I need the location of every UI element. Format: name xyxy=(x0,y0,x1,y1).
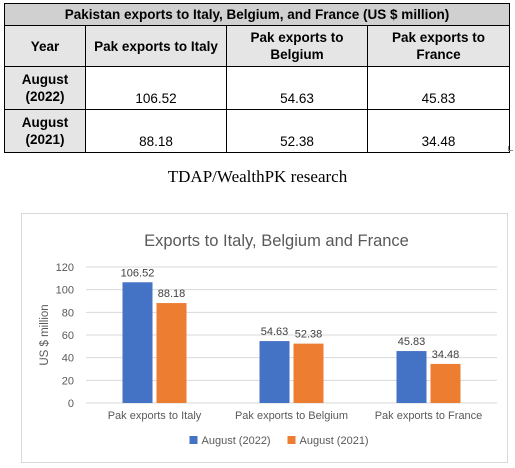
table-title: Pakistan exports to Italy, Belgium, and … xyxy=(3,3,511,26)
bar xyxy=(293,343,324,403)
x-tick-label: Pak exports to Italy xyxy=(108,410,202,422)
y-axis-label: US $ million xyxy=(39,304,51,365)
legend-swatch xyxy=(189,436,198,444)
bar xyxy=(122,282,153,403)
bar-chart: Exports to Italy, Belgium and France 0 20 4… xyxy=(39,232,497,447)
cell-france: 34.48 xyxy=(366,109,511,153)
data-label: 54.63 xyxy=(261,326,289,338)
y-tick-label: 80 xyxy=(62,307,74,319)
y-tick-label: 40 xyxy=(62,353,74,365)
cell-italy: 88.18 xyxy=(85,109,227,153)
y-tick-label: 0 xyxy=(68,398,74,410)
cell-belgium: 54.63 xyxy=(226,66,368,110)
cell-italy: 106.52 xyxy=(85,66,227,110)
header-italy: Pak exports to Italy xyxy=(85,25,227,67)
bar xyxy=(396,351,427,403)
y-tick-label: 60 xyxy=(62,330,74,342)
row-year: August (2022) xyxy=(4,66,86,110)
data-label: 106.52 xyxy=(121,267,155,279)
data-label: 52.38 xyxy=(295,329,323,341)
y-tick-label: 20 xyxy=(62,375,74,387)
bar xyxy=(259,341,290,403)
table-row: August (2022) 106.52 54.63 45.83 xyxy=(4,66,511,110)
x-tick-label: Pak exports to Belgium xyxy=(235,410,348,422)
header-belgium: Pak exports to Belgium xyxy=(226,25,368,67)
legend-swatch xyxy=(287,436,296,444)
source-caption: TDAP/WealthPK research xyxy=(167,167,348,186)
cell-france: 45.83 xyxy=(366,66,511,110)
table-resize-mark xyxy=(508,146,513,151)
legend-label: August (2022) xyxy=(202,435,271,447)
table-title-row: Pakistan exports to Italy, Belgium, and … xyxy=(3,3,511,26)
row-year: August (2021) xyxy=(4,109,86,153)
cell-belgium: 52.38 xyxy=(226,109,368,153)
exports-table: Pakistan exports to Italy, Belgium, and … xyxy=(3,3,511,153)
data-label: 45.83 xyxy=(398,336,426,348)
data-label: 34.48 xyxy=(432,349,460,361)
y-tick-label: 120 xyxy=(56,262,74,274)
bar xyxy=(156,303,187,403)
data-label: 88.18 xyxy=(158,288,186,300)
chart-title: Exports to Italy, Belgium and France xyxy=(144,232,409,250)
bar xyxy=(430,363,461,403)
table-row: August (2021) 88.18 52.38 34.48 xyxy=(4,109,511,153)
legend-label: August (2021) xyxy=(300,435,369,447)
table-header-row: Year Pak exports to Italy Pak exports to… xyxy=(4,25,511,67)
chart-frame: Exports to Italy, Belgium and France 0 20 4… xyxy=(21,213,508,463)
header-year: Year xyxy=(4,25,86,67)
header-france: Pak exports to France xyxy=(366,25,511,67)
y-tick-label: 100 xyxy=(56,285,74,297)
x-tick-label: Pak exports to France xyxy=(375,410,483,422)
